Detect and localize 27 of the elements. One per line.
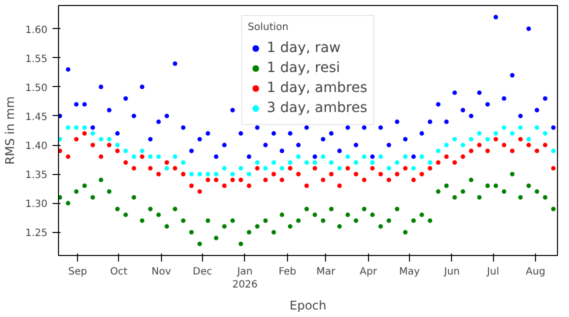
y-tick-label: 1.25 (25, 228, 48, 240)
x-tick-label: Jan 2026 (232, 266, 258, 291)
y-tick-label: 1.60 (25, 24, 48, 36)
x-tick-label: Oct (110, 266, 128, 278)
x-tick-label: Nov (152, 266, 172, 278)
y-tick-label: 1.35 (25, 170, 48, 182)
legend-label: 1 day, raw (266, 40, 341, 56)
x-tick-label: Apr (360, 266, 378, 278)
x-tick-label: Jun (443, 266, 460, 278)
x-tick-label: Feb (278, 266, 296, 278)
x-tick-label: Mar (316, 266, 336, 278)
y-tick-label: 1.55 (25, 54, 48, 65)
legend-label: 1 day, resi (266, 60, 340, 76)
y-tick-label: 1.30 (25, 199, 48, 210)
x-tick-label: Jul (486, 266, 500, 278)
x-tick-label: Aug (526, 266, 546, 278)
y-tick-label: 1.45 (25, 112, 48, 123)
legend-label: 1 day, ambres (266, 80, 368, 96)
y-tick-label: 1.40 (25, 141, 48, 152)
legend-title: Solution (248, 22, 290, 33)
y-axis-title: RMS in mm (3, 96, 18, 165)
y-tick-label: 1.50 (25, 82, 48, 94)
x-axis-title: Epoch (290, 298, 326, 313)
x-tick-label: Dec (192, 266, 212, 278)
legend-label: 3 day, ambres (266, 100, 368, 116)
x-tick-label: May (399, 266, 420, 278)
x-tick-label: Sep (68, 266, 88, 278)
